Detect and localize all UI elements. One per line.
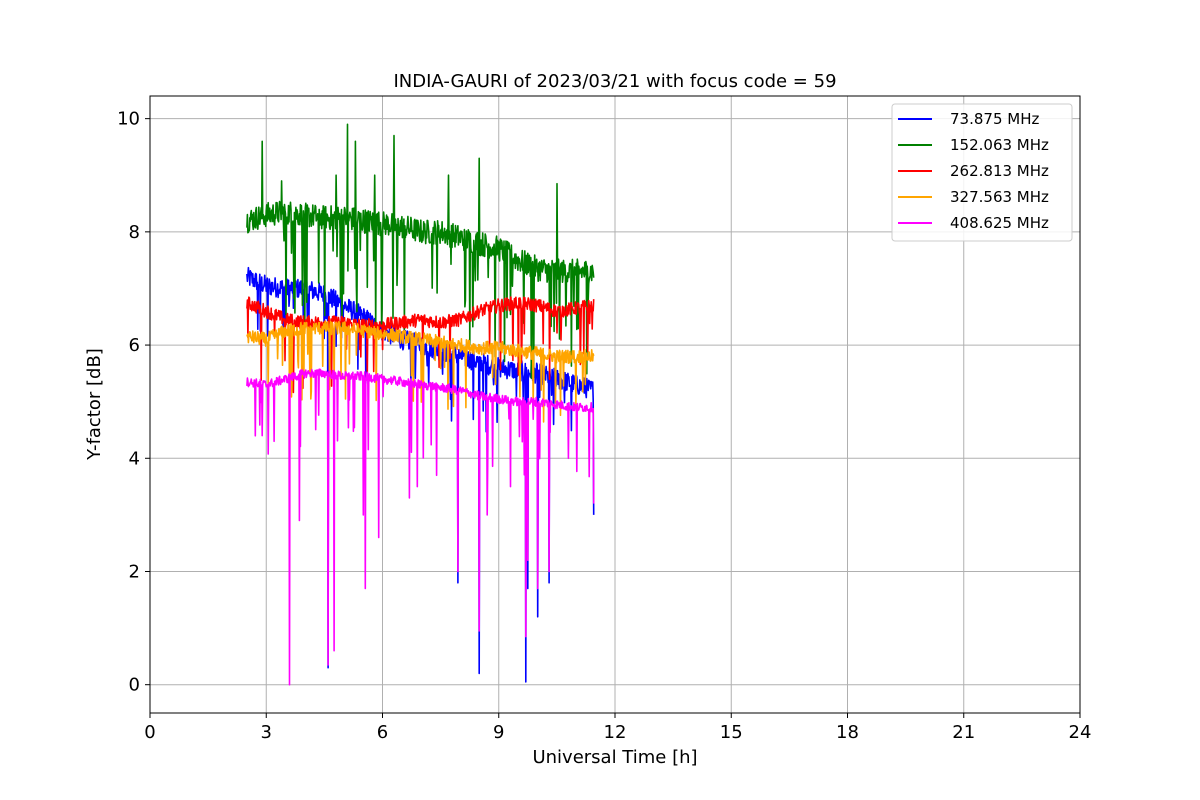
series-lines (246, 123, 595, 686)
series-line (246, 123, 595, 379)
x-tick-label: 0 (144, 722, 155, 743)
x-tick-label: 6 (377, 722, 388, 743)
y-tick-label: 2 (129, 561, 140, 582)
y-tick-label: 4 (129, 448, 140, 469)
legend: 73.875 MHz 152.063 MHz 262.813 MHz 327.563 … (891, 103, 1073, 242)
y-tick-label: 6 (129, 335, 140, 356)
series-line (246, 320, 595, 423)
legend-label: 408.625 MHz (950, 214, 1049, 232)
x-tick-label: 3 (261, 722, 272, 743)
legend-label: 73.875 MHz (950, 110, 1039, 128)
series-line (246, 368, 595, 686)
y-axis-ticks: 0 2 4 6 8 10 (117, 109, 150, 696)
x-axis-ticks: 0 3 6 9 12 15 18 21 24 (144, 713, 1091, 743)
x-tick-label: 24 (1069, 722, 1092, 743)
legend-box (891, 103, 1073, 242)
x-tick-label: 15 (720, 722, 743, 743)
chart-title: INDIA-GAURI of 2023/03/21 with focus cod… (393, 71, 836, 92)
x-tick-label: 9 (493, 722, 504, 743)
y-tick-label: 0 (129, 675, 140, 696)
legend-label: 327.563 MHz (950, 188, 1049, 206)
y-tick-label: 8 (129, 222, 140, 243)
x-tick-label: 21 (952, 722, 975, 743)
legend-label: 262.813 MHz (950, 162, 1049, 180)
y-axis-label: Y-factor [dB] (84, 348, 105, 461)
y-tick-label: 10 (117, 109, 140, 130)
x-axis-label: Universal Time [h] (532, 747, 697, 768)
x-tick-label: 18 (836, 722, 859, 743)
x-tick-label: 12 (604, 722, 627, 743)
legend-label: 152.063 MHz (950, 136, 1049, 154)
